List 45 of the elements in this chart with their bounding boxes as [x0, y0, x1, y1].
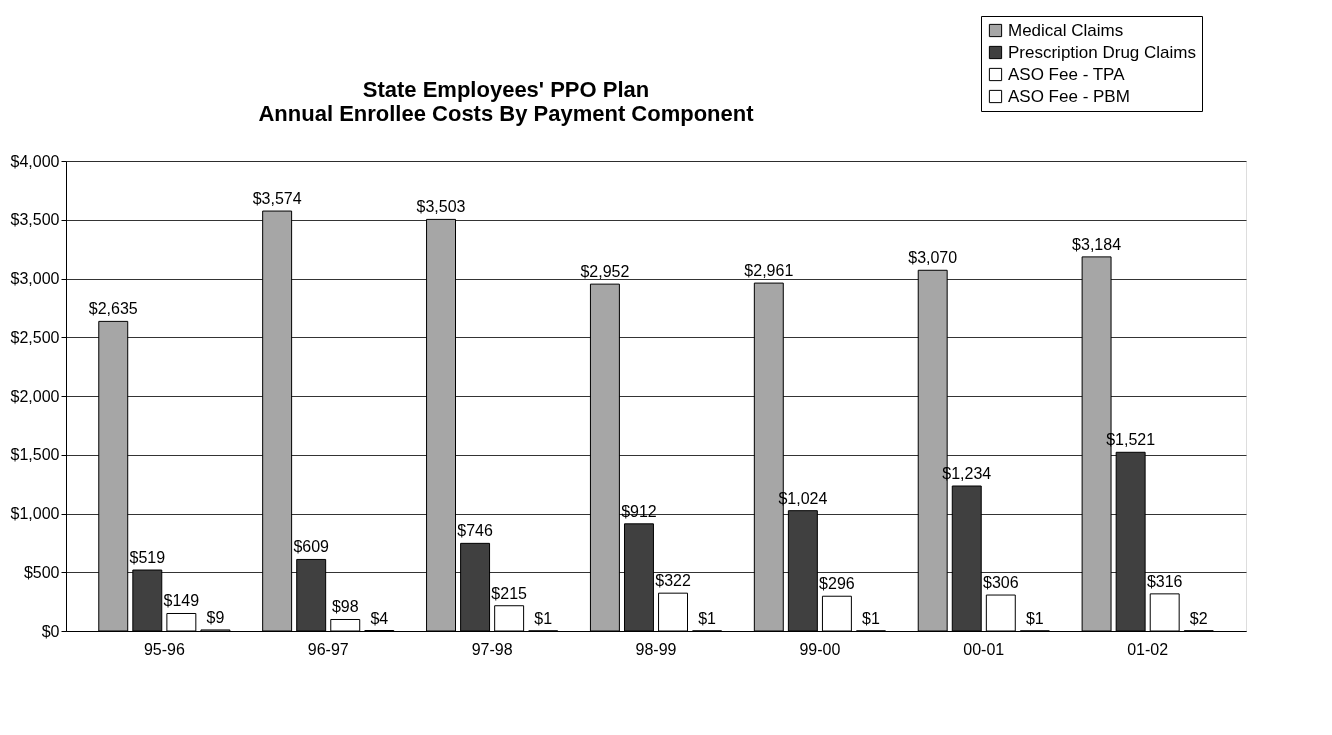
y-tick-label: $1,000 — [10, 505, 60, 522]
data-label: $149 — [163, 592, 200, 610]
data-label: $316 — [1146, 572, 1183, 590]
y-tick-label: $2,500 — [10, 328, 60, 346]
x-tick-label: 96-97 — [307, 640, 349, 658]
text: State Employees' PPO Plan — [362, 76, 650, 102]
y-tick-label: $0 — [41, 622, 60, 640]
data-label: $609 — [293, 538, 330, 556]
data-label: $98 — [331, 598, 359, 616]
data-label: $519 — [129, 549, 166, 567]
data-label: $215 — [491, 584, 528, 602]
data-label: $306 — [983, 574, 1019, 592]
data-label: $4 — [370, 609, 389, 627]
data-label: $746 — [457, 522, 493, 540]
y-tick-label: $4,000 — [10, 152, 60, 170]
y-tick-label: $1,500 — [10, 446, 60, 464]
x-tick-label: 00-01 — [963, 640, 1005, 658]
data-label: $2,635 — [88, 300, 138, 318]
data-label: $2,952 — [580, 263, 630, 281]
data-label: $2,961 — [744, 262, 794, 280]
data-label: $1 — [534, 609, 553, 627]
data-label: $3,070 — [908, 249, 958, 267]
data-label: $1 — [698, 609, 717, 627]
data-label: $1 — [862, 609, 880, 627]
x-tick-label: 98-99 — [635, 640, 677, 658]
data-label: $3,574 — [252, 190, 302, 208]
x-tick-label: 95-96 — [143, 640, 185, 658]
y-tick-label: $2,000 — [10, 387, 60, 405]
y-tick-label: $500 — [23, 563, 60, 581]
y-tick-label: $3,500 — [10, 211, 60, 229]
data-label: $9 — [206, 608, 225, 626]
legend-label: ASO Fee - TPA — [1008, 64, 1126, 84]
data-label: $2 — [1189, 609, 1208, 627]
legend-label: ASO Fee - PBM — [1008, 86, 1130, 106]
legend-label: Medical Claims — [1008, 20, 1124, 40]
data-label: $322 — [655, 572, 691, 590]
data-label: $3,184 — [1072, 235, 1122, 253]
data-label: $296 — [819, 575, 855, 593]
y-tick-label: $3,000 — [10, 270, 60, 287]
x-tick-label: 01-02 — [1127, 640, 1169, 658]
legend-label: Prescription Drug Claims — [1008, 42, 1196, 62]
data-label: $1 — [1025, 609, 1044, 627]
x-tick-label: 99-00 — [799, 640, 841, 658]
x-tick-label: 97-98 — [471, 640, 513, 658]
data-label: $3,503 — [416, 198, 466, 216]
